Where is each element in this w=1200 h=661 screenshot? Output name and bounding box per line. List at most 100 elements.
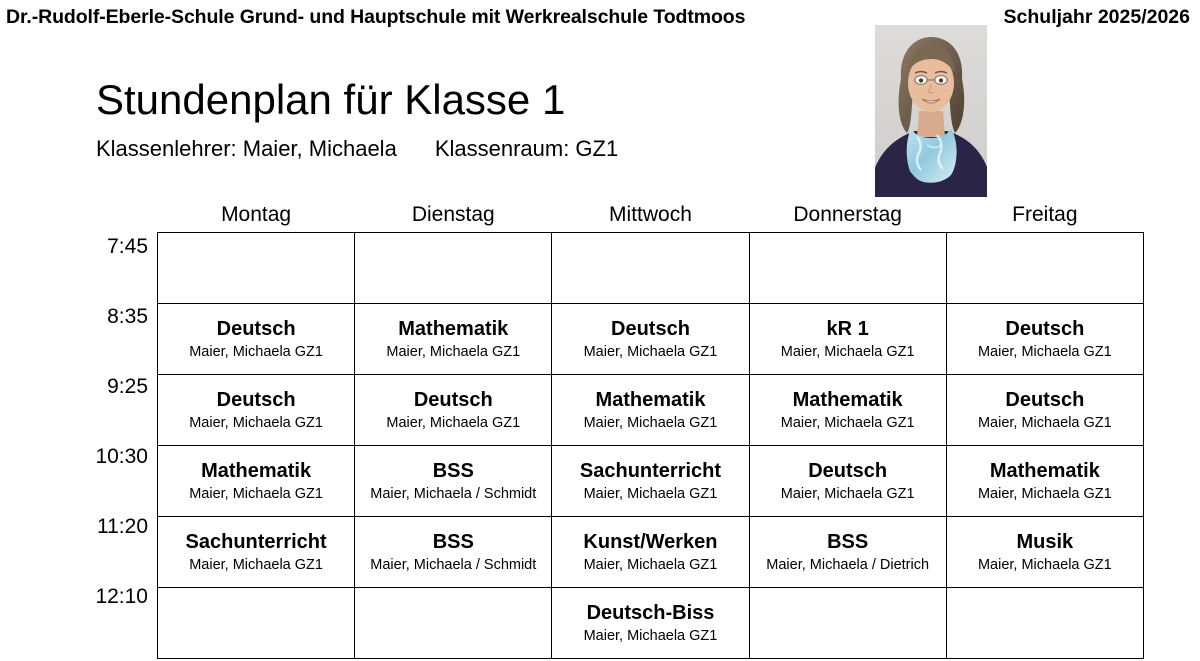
lesson-meta: Maier, Michaela GZ1 [189,343,323,360]
class-teacher-label: Klassenlehrer: Maier, Michaela [96,136,397,161]
lesson-cell[interactable]: BSS Maier, Michaela / Schmidt [354,516,553,588]
time-label-1: 7:45 [107,235,148,258]
lesson-meta: Maier, Michaela GZ1 [583,414,718,431]
lesson-cell[interactable]: Deutsch Maier, Michaela GZ1 [945,374,1144,446]
lesson-meta: Maier, Michaela / Schmidt [370,556,537,573]
lesson-cell[interactable] [156,587,356,659]
lesson-subject: Sachunterricht [185,530,327,553]
day-header-dienstag: Dienstag [411,203,495,226]
class-info-row: Klassenlehrer: Maier, Michaela Klassenra… [96,136,856,162]
lesson-meta: Maier, Michaela GZ1 [583,485,718,502]
lesson-cell[interactable]: Musik Maier, Michaela GZ1 [945,516,1144,588]
teacher-photo [875,25,987,197]
lesson-subject: Mathematik [792,388,903,411]
lesson-meta: Maier, Michaela GZ1 [386,343,521,360]
lesson-subject: Musik [1016,530,1074,553]
lesson-cell[interactable]: Deutsch Maier, Michaela GZ1 [748,445,947,517]
table-row [156,232,1144,304]
lesson-cell[interactable] [354,587,553,659]
lesson-cell[interactable] [156,232,356,304]
lesson-cell[interactable] [945,232,1144,304]
lesson-cell[interactable]: Deutsch Maier, Michaela GZ1 [156,303,356,375]
school-name: Dr.-Rudolf-Eberle-Schule Grund- und Haup… [6,5,746,28]
timetable-grid: Montag Dienstag Mittwoch Donnerstag Frei… [156,203,1144,659]
lesson-meta: Maier, Michaela GZ1 [977,485,1112,502]
lesson-cell[interactable]: Mathematik Maier, Michaela GZ1 [354,303,553,375]
lesson-cell[interactable]: Sachunterricht Maier, Michaela GZ1 [156,516,356,588]
lesson-cell[interactable]: Sachunterricht Maier, Michaela GZ1 [551,445,750,517]
school-year: Schuljahr 2025/2026 [1003,5,1190,28]
lesson-meta: Maier, Michaela GZ1 [386,414,521,431]
lesson-subject: Deutsch [216,388,296,411]
lesson-cell[interactable]: kR 1 Maier, Michaela GZ1 [748,303,947,375]
lesson-meta: Maier, Michaela GZ1 [977,414,1112,431]
lesson-cell[interactable]: Mathematik Maier, Michaela GZ1 [748,374,947,446]
time-label-6: 12:10 [95,585,148,608]
lesson-subject: Deutsch [1005,388,1085,411]
lesson-cell[interactable]: Kunst/Werken Maier, Michaela GZ1 [551,516,750,588]
lesson-subject: Deutsch [1005,317,1085,340]
page-header: Dr.-Rudolf-Eberle-Schule Grund- und Haup… [6,4,1194,30]
lesson-subject: Mathematik [398,317,509,340]
lesson-cell[interactable] [945,587,1144,659]
title-block: Stundenplan für Klasse 1 Klassenlehrer: … [96,74,856,162]
timetable: 7:45 8:35 9:25 10:30 11:20 12:10 Montag … [0,203,1200,659]
lesson-meta: Maier, Michaela / Dietrich [766,556,930,573]
day-header-row: Montag Dienstag Mittwoch Donnerstag Frei… [158,203,1144,233]
lesson-cell[interactable]: Mathematik Maier, Michaela GZ1 [551,374,750,446]
page-title: Stundenplan für Klasse 1 [96,76,566,123]
lesson-meta: Maier, Michaela GZ1 [780,343,915,360]
lesson-cell[interactable]: Mathematik Maier, Michaela GZ1 [156,445,356,517]
lesson-subject: Deutsch [216,317,296,340]
lesson-meta: Maier, Michaela GZ1 [780,414,915,431]
lesson-cell[interactable]: Deutsch Maier, Michaela GZ1 [156,374,356,446]
lesson-subject: kR 1 [826,317,869,340]
lesson-meta: Maier, Michaela GZ1 [583,556,718,573]
lesson-subject: BSS [432,459,474,482]
lesson-cell[interactable]: Deutsch-Biss Maier, Michaela GZ1 [551,587,750,659]
portrait-image [875,25,987,197]
lesson-subject: Mathematik [595,388,706,411]
time-label-2: 8:35 [107,305,148,328]
day-header-mittwoch: Mittwoch [609,203,692,226]
lesson-subject: Deutsch-Biss [586,601,715,624]
lesson-subject: Kunst/Werken [583,530,718,553]
lesson-cell[interactable]: Deutsch Maier, Michaela GZ1 [354,374,553,446]
table-row: Mathematik Maier, Michaela GZ1 BSS Maier, … [156,445,1144,517]
time-label-4: 10:30 [95,445,148,468]
lesson-subject: BSS [432,530,474,553]
lesson-cell[interactable]: Mathematik Maier, Michaela GZ1 [945,445,1144,517]
table-row: Deutsch Maier, Michaela GZ1 Deutsch Maier,… [156,374,1144,446]
lesson-meta: Maier, Michaela GZ1 [583,343,718,360]
lesson-cell[interactable] [551,232,750,304]
time-label-5: 11:20 [97,515,148,538]
lesson-cell[interactable]: BSS Maier, Michaela / Dietrich [748,516,947,588]
lesson-subject: Mathematik [989,459,1100,482]
lesson-subject: Deutsch [413,388,493,411]
day-header-montag: Montag [221,203,292,226]
lesson-cell[interactable]: Deutsch Maier, Michaela GZ1 [551,303,750,375]
lesson-subject: BSS [827,530,869,553]
lesson-cell[interactable] [354,232,553,304]
lesson-subject: Mathematik [201,459,312,482]
lesson-subject: Deutsch [611,317,690,340]
lesson-meta: Maier, Michaela GZ1 [189,414,323,431]
lesson-cell[interactable]: Deutsch Maier, Michaela GZ1 [945,303,1144,375]
lesson-cell[interactable] [748,587,947,659]
lesson-subject: Deutsch [808,459,888,482]
lesson-meta: Maier, Michaela / Schmidt [370,485,537,502]
day-header-donnerstag: Donnerstag [793,203,902,226]
table-row: Sachunterricht Maier, Michaela GZ1 BSS Mai… [156,516,1144,588]
lesson-cell[interactable]: BSS Maier, Michaela / Schmidt [354,445,553,517]
lesson-meta: Maier, Michaela GZ1 [189,485,323,502]
lesson-cell[interactable] [748,232,947,304]
day-header-freitag: Freitag [1012,203,1078,226]
lesson-meta: Maier, Michaela GZ1 [977,556,1112,573]
lesson-meta: Maier, Michaela GZ1 [977,343,1112,360]
lesson-subject: Sachunterricht [579,459,722,482]
classroom-label: Klassenraum: GZ1 [434,136,619,161]
table-row: Deutsch-Biss Maier, Michaela GZ1 [156,587,1144,659]
lesson-meta: Maier, Michaela GZ1 [189,556,323,573]
lesson-meta: Maier, Michaela GZ1 [780,485,915,502]
lesson-meta: Maier, Michaela GZ1 [583,627,718,644]
